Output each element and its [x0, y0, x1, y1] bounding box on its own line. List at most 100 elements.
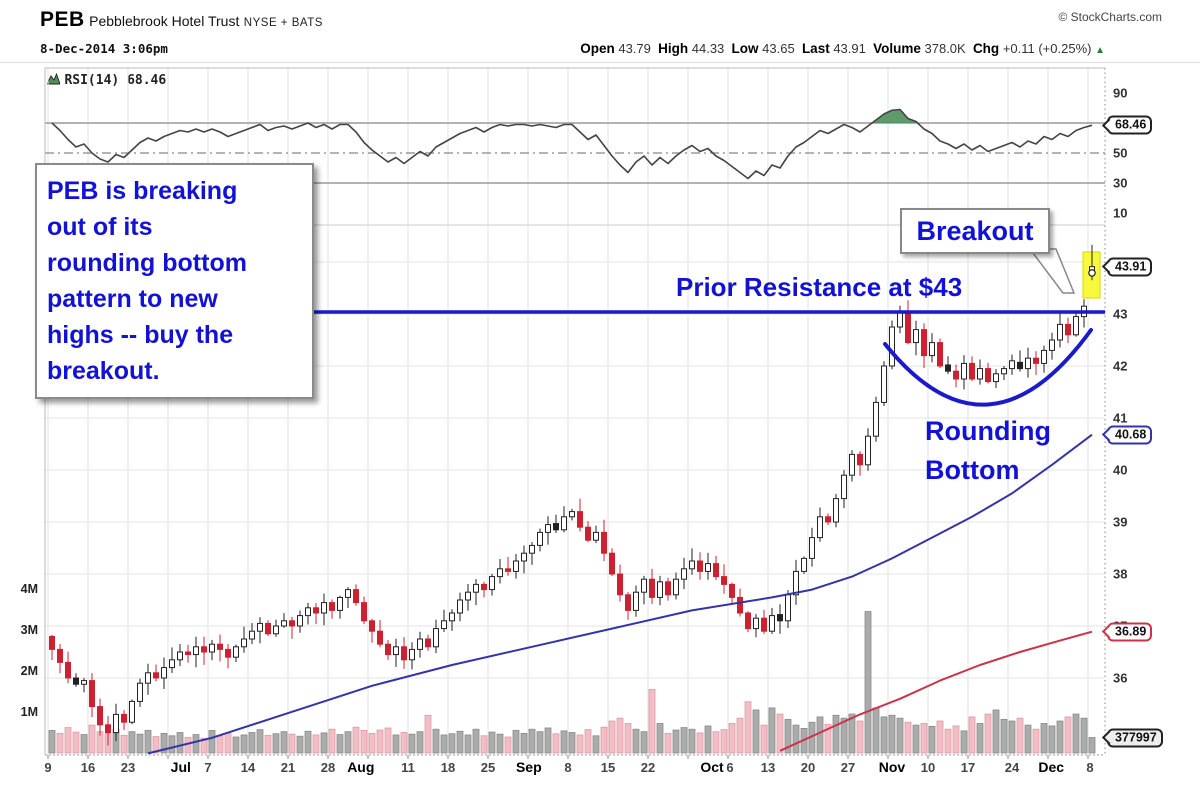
note-line: pattern to new: [47, 285, 218, 313]
volume-bar: [992, 709, 1000, 754]
volume-bar: [648, 689, 656, 754]
volume-bar: [544, 727, 552, 754]
candle-body: [113, 713, 119, 734]
candle-body: [505, 568, 511, 572]
candle-body: [801, 557, 807, 572]
candle-body: [145, 672, 151, 684]
candle-body: [513, 560, 519, 572]
candle-body: [449, 612, 455, 622]
volume-bar: [520, 732, 528, 754]
candle-body: [545, 524, 551, 533]
volume-bar: [1072, 713, 1080, 754]
x-axis-day-label: 28: [320, 760, 336, 775]
candle-body: [833, 498, 839, 523]
candle-body: [369, 620, 375, 632]
candle-body: [465, 591, 471, 601]
volume-bar: [1088, 737, 1096, 754]
volume-bar: [168, 735, 176, 754]
volume-bar: [288, 733, 296, 754]
candle-body: [481, 583, 487, 591]
analyst-note-box: PEB is breaking out of its rounding bottom…: [35, 163, 314, 399]
candle-body: [361, 602, 367, 622]
volume-bar: [960, 730, 968, 754]
volume-bar: [576, 734, 584, 754]
candle-body: [489, 576, 495, 591]
volume-bar: [512, 730, 520, 754]
volume-bar: [856, 720, 864, 754]
volume-bar: [456, 730, 464, 754]
candle-body: [673, 578, 679, 596]
x-axis-month-label: Sep: [515, 759, 542, 775]
volume-bar: [240, 734, 248, 754]
x-axis-month-label: Aug: [347, 759, 375, 775]
volume-bar: [768, 707, 776, 754]
volume-bar: [344, 731, 352, 754]
volume-bar: [120, 734, 128, 754]
last-value: 43.91: [833, 41, 866, 56]
candle-body: [585, 526, 591, 541]
volume-bar: [1048, 725, 1056, 754]
x-axis-day-label: 17: [960, 760, 976, 775]
candle-body: [825, 516, 831, 523]
change-up-triangle-icon: ▲: [1095, 45, 1105, 56]
volume-bar: [136, 733, 144, 754]
rounding-bottom-label: Rounding Bottom: [925, 412, 1051, 490]
rsi-indicator-label: RSI(14) 68.46: [64, 73, 167, 88]
price-scale-label: 42: [1113, 358, 1128, 374]
volume-bar: [320, 732, 328, 754]
x-axis-day-label: 11: [401, 760, 415, 775]
volume-bar: [400, 732, 408, 754]
volume-bar: [728, 723, 736, 754]
note-line: PEB is breaking: [47, 177, 238, 205]
x-axis-day-label: 22: [640, 760, 656, 775]
volume-bar: [224, 732, 232, 754]
volume-bar: [720, 729, 728, 754]
x-axis-day-label: 24: [1004, 760, 1020, 775]
candle-body: [289, 620, 295, 627]
volume-bar: [64, 727, 72, 754]
volume-bar: [448, 733, 456, 754]
candle-body: [817, 516, 823, 539]
candle-body: [769, 615, 775, 632]
volume-bar: [616, 717, 624, 754]
volume-bar: [296, 735, 304, 754]
candle-body: [297, 615, 303, 627]
volume-bar: [384, 727, 392, 754]
candle-body: [89, 680, 95, 708]
volume-bar: [328, 728, 336, 754]
volume-bar: [480, 735, 488, 754]
prior-resistance-label: Prior Resistance at $43: [676, 272, 963, 302]
volume-bar: [312, 734, 320, 754]
volume-bar: [880, 716, 888, 754]
note-line: rounding bottom: [47, 249, 247, 277]
candle-body: [73, 677, 79, 685]
note-line: breakout.: [47, 357, 160, 385]
candle-body: [193, 646, 199, 656]
candle-body: [217, 643, 223, 650]
volume-bar: [592, 735, 600, 754]
candle-body: [81, 680, 87, 685]
volume-scale-label: 3M: [20, 623, 38, 637]
volume-bar: [664, 732, 672, 754]
rsi-scale-label: 30: [1113, 175, 1128, 191]
exchange-label: NYSE + BATS: [243, 17, 323, 29]
candle-body: [945, 364, 951, 372]
open-label: Open: [580, 41, 615, 56]
candle-body: [137, 682, 143, 702]
candle-body: [129, 700, 135, 723]
volume-bar: [392, 734, 400, 754]
volume-bar: [952, 725, 960, 754]
candle-body: [729, 583, 735, 598]
last-label: Last: [801, 41, 830, 56]
candle-body: [761, 617, 767, 632]
volume-bar: [424, 714, 432, 754]
volume-bar: [256, 729, 264, 754]
volume-bar: [864, 611, 872, 754]
candle-body: [1017, 361, 1023, 370]
rsi-overbought-fill: [872, 109, 918, 123]
candle-body: [457, 599, 463, 614]
candle-body: [753, 617, 759, 630]
volume-bar: [760, 724, 768, 754]
price-scale-label: 40: [1113, 462, 1128, 478]
volume-bar: [88, 724, 96, 754]
